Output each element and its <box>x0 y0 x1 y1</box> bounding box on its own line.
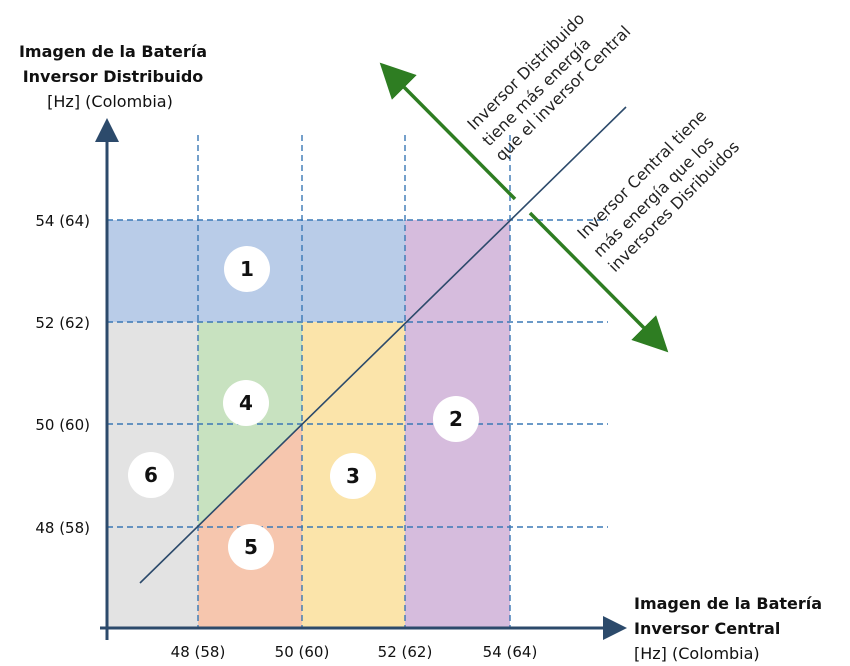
x-axis-unit: [Hz] (Colombia) <box>634 644 760 663</box>
y-tick-label: 48 (58) <box>35 519 90 537</box>
annotation-lower: Inversor Central tiene <box>573 106 710 243</box>
x-axis-title: Imagen de la Batería <box>634 594 822 613</box>
y-axis-title: Inversor Distribuido <box>23 67 204 86</box>
marker-circle <box>433 396 479 442</box>
marker-circle <box>128 452 174 498</box>
grid <box>107 135 608 628</box>
x-tick-label: 54 (64) <box>483 643 538 661</box>
arrow-up <box>379 62 517 201</box>
marker-circle <box>330 453 376 499</box>
region-number: 3 <box>346 464 360 488</box>
region-number: 5 <box>244 535 258 559</box>
region-number: 6 <box>144 463 158 487</box>
region-number: 4 <box>239 391 253 415</box>
y-tick-label: 50 (60) <box>35 416 90 434</box>
marker-circle <box>223 380 269 426</box>
x-axis-title: Inversor Central <box>634 619 780 638</box>
y-axis-unit: [Hz] (Colombia) <box>47 92 173 111</box>
marker-circle <box>224 246 270 292</box>
region-markers: 1 2 3 4 5 6 <box>128 246 479 570</box>
y-tick-label: 52 (62) <box>35 314 90 332</box>
y-tick-label: 54 (64) <box>35 212 90 230</box>
marker-circle <box>228 524 274 570</box>
arrow-down <box>528 211 669 353</box>
region-number: 1 <box>240 257 254 281</box>
x-tick-label: 48 (58) <box>171 643 226 661</box>
x-tick-label: 50 (60) <box>275 643 330 661</box>
x-tick-label: 52 (62) <box>378 643 433 661</box>
diagonal-line <box>139 106 627 584</box>
y-axis-title: Imagen de la Batería <box>19 42 207 61</box>
region-number: 2 <box>449 407 463 431</box>
annotation-lower: inversores Disribuidos <box>604 137 743 276</box>
